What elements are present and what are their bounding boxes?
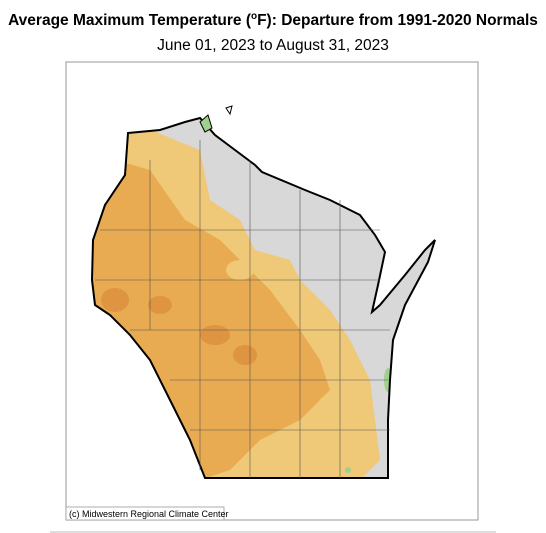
county-lines [95,140,390,478]
state-outline [90,116,436,479]
title: Average Maximum Temperature (oF): Depart… [8,11,538,29]
credit-box [65,506,225,521]
subtitle: June 01, 2023 to August 31, 2023 [157,37,389,54]
island [225,105,233,116]
title-sup: o [251,11,257,22]
title-start: Average Maximum Temperature ( [8,12,252,29]
title-end: F): Departure from 1991-2020 Normals [257,12,538,29]
island [199,114,213,133]
credit: (c) Midwestern Regional Climate Center [69,509,229,519]
